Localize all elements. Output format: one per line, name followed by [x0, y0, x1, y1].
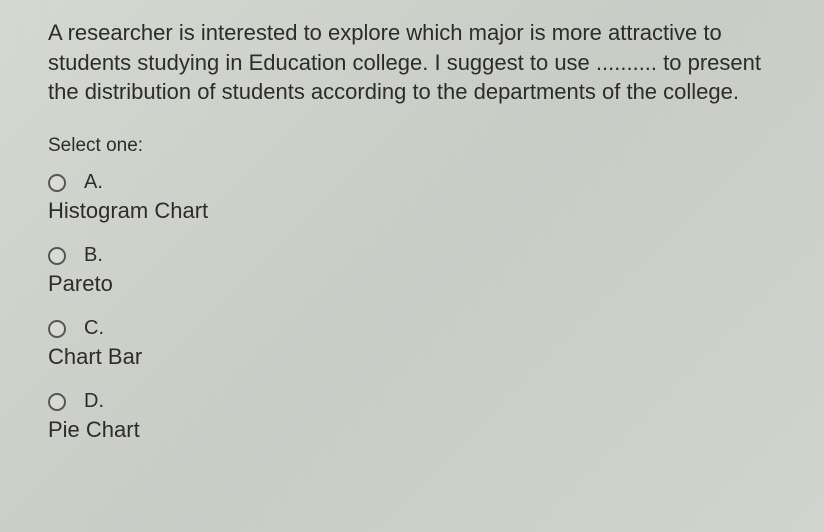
radio-icon[interactable] — [48, 393, 66, 411]
radio-icon[interactable] — [48, 320, 66, 338]
option-content: A. Histogram Chart — [84, 171, 208, 224]
option-label: Histogram Chart — [48, 198, 208, 224]
options-container: A. Histogram Chart B. Pareto C. Chart Ba… — [48, 171, 784, 443]
question-text: A researcher is interested to explore wh… — [48, 18, 784, 107]
radio-icon[interactable] — [48, 174, 66, 192]
option-label: Pie Chart — [48, 417, 140, 443]
option-letter: B. — [84, 244, 113, 267]
option-a[interactable]: A. Histogram Chart — [48, 171, 784, 224]
option-letter: A. — [84, 171, 208, 194]
option-letter: D. — [84, 390, 140, 413]
option-b[interactable]: B. Pareto — [48, 244, 784, 297]
select-prompt: Select one: — [48, 135, 784, 157]
option-letter: C. — [84, 317, 142, 340]
option-content: C. Chart Bar — [84, 317, 142, 370]
option-content: D. Pie Chart — [84, 390, 140, 443]
option-d[interactable]: D. Pie Chart — [48, 390, 784, 443]
option-label: Chart Bar — [48, 344, 142, 370]
option-c[interactable]: C. Chart Bar — [48, 317, 784, 370]
option-label: Pareto — [48, 271, 113, 297]
option-content: B. Pareto — [84, 244, 113, 297]
radio-icon[interactable] — [48, 247, 66, 265]
